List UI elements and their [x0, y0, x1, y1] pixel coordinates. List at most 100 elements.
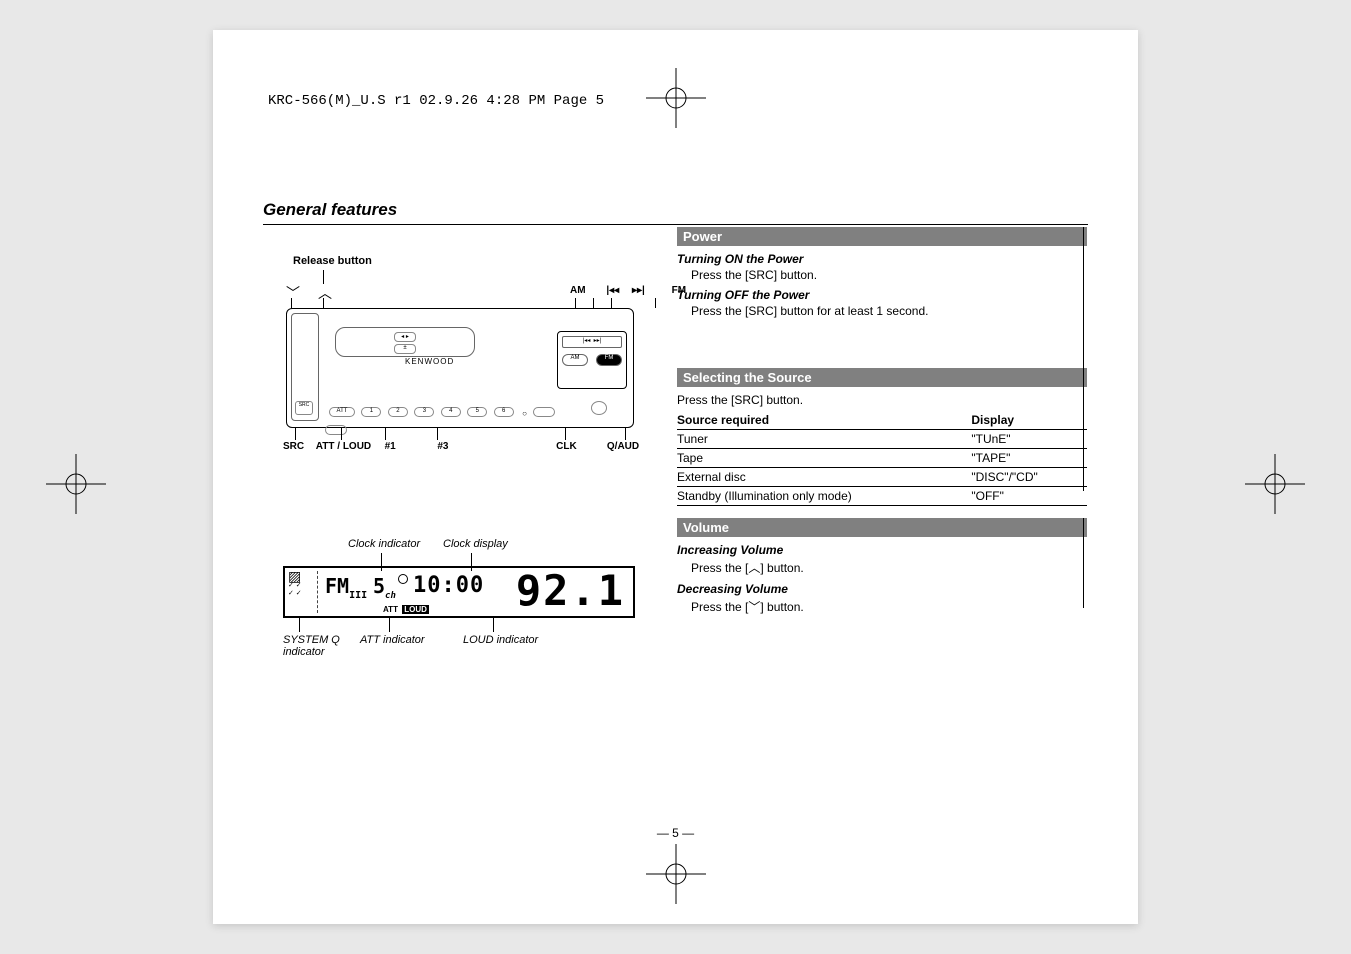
page-number: — 5 —: [657, 826, 694, 840]
source-display-cell: "TAPE": [951, 449, 1087, 468]
right-divider-2: [1083, 518, 1084, 608]
prev-track-icon: |◂◂: [606, 285, 619, 296]
loud-indicator-label: LOUD indicator: [463, 634, 538, 646]
table-row: Tuner"TUnE": [677, 430, 1087, 449]
lcd-loud-text: LOUD: [402, 605, 429, 614]
clock-display-label: Clock display: [443, 538, 508, 550]
crop-mark-top: [646, 68, 706, 128]
bottom-button-labels: SRC ATT / LOUD #1 #3 CLK Q/AUD: [283, 441, 639, 452]
section-title: General features: [263, 200, 397, 220]
power-on-subhead: Turning ON the Power: [677, 252, 1087, 266]
down-chevron-icon: ﹀: [286, 283, 300, 303]
source-name-cell: Tuner: [677, 430, 951, 449]
vol-rocker-icon: ±: [394, 344, 416, 354]
am-button: AM: [562, 354, 588, 366]
preset-4: 4: [441, 407, 461, 417]
clock-indicator-label: Clock indicator: [348, 538, 420, 550]
source-section: Selecting the Source Press the [SRC] but…: [677, 368, 1087, 506]
source-col1-head: Source required: [677, 411, 951, 430]
q-aud-label: Q/AUD: [607, 441, 639, 452]
stereo-faceplate: ◂ ▸ ± KENWOOD |◂◂ ▸▸| AM FM SRC ATT 1 2 …: [286, 308, 634, 428]
ring-icon: ○: [522, 409, 527, 418]
leader-line: [593, 298, 594, 308]
leader-line: [611, 298, 612, 308]
aux-button-2: [325, 425, 347, 435]
leader-line: [389, 618, 390, 632]
clock-icon: [398, 574, 408, 584]
leader-line: [295, 428, 296, 440]
power-heading: Power: [677, 227, 1087, 246]
leader-line: [625, 428, 626, 440]
volume-inc-body: Press the [︿] button.: [691, 559, 1087, 576]
tune-rocker-icon: ◂ ▸: [394, 332, 416, 342]
preset-5: 5: [467, 407, 487, 417]
table-row: External disc"DISC"/"CD": [677, 468, 1087, 487]
clk-label: CLK: [556, 441, 604, 452]
kenwood-logo: KENWOOD: [405, 357, 454, 366]
volume-dec-subhead: Decreasing Volume: [677, 582, 1087, 596]
right-divider: [1083, 227, 1084, 491]
systemq-indicator-label: SYSTEM Q indicator: [283, 634, 343, 658]
source-col2-head: Display: [951, 411, 1087, 430]
src-button: SRC: [295, 401, 313, 415]
leader-line: [341, 428, 342, 440]
source-intro: Press the [SRC] button.: [677, 393, 1087, 407]
lcd-att-loud-row: ATT LOUD: [383, 605, 429, 614]
att-indicator-label: ATT indicator: [360, 634, 425, 646]
leader-line: [437, 428, 438, 440]
screen-track-row: |◂◂ ▸▸|: [562, 336, 622, 348]
power-off-body: Press the [SRC] button for at least 1 se…: [691, 304, 1087, 318]
lcd-frequency-text: 92.1: [516, 566, 625, 615]
aux-button-1: [533, 407, 555, 417]
release-button-label: Release button: [293, 255, 372, 267]
print-header: KRC-566(M)_U.S r1 02.9.26 4:28 PM Page 5: [268, 93, 604, 109]
lcd-time-text: 10:00: [413, 573, 484, 598]
lcd-systemq-area: ▨ ✓ ✓ ✓ ✓: [288, 571, 318, 613]
leader-line: [385, 428, 386, 440]
table-row: Standby (Illumination only mode)"OFF": [677, 487, 1087, 506]
manual-page: KRC-566(M)_U.S r1 02.9.26 4:28 PM Page 5…: [213, 30, 1138, 924]
stereo-screen: |◂◂ ▸▸| AM FM: [557, 331, 627, 389]
section-rule: [263, 224, 1088, 225]
source-name-cell: External disc: [677, 468, 951, 487]
volume-inc-subhead: Increasing Volume: [677, 543, 1087, 557]
att-loud-label: ATT / LOUD: [316, 441, 382, 452]
up-chevron-icon: ︿: [318, 283, 332, 303]
src-label: SRC: [283, 441, 313, 452]
preset-2: 2: [388, 407, 408, 417]
leader-line: [493, 618, 494, 632]
preset-3: 3: [414, 407, 434, 417]
preset3-label: #3: [437, 441, 553, 452]
source-table: Source required Display Tuner"TUnE"Tape"…: [677, 411, 1087, 506]
power-section: Power Turning ON the Power Press the [SR…: [677, 227, 1087, 324]
leader-line: [575, 298, 576, 308]
crop-mark-left: [46, 454, 106, 514]
leader-line: [565, 428, 566, 440]
table-row: Tape"TAPE": [677, 449, 1087, 468]
crop-mark-bottom: [646, 844, 706, 904]
source-display-cell: "TUnE": [951, 430, 1087, 449]
aud-knob-icon: [591, 401, 607, 415]
lcd-att-text: ATT: [383, 605, 398, 614]
stereo-display-window: ◂ ▸ ±: [335, 327, 475, 357]
source-name-cell: Tape: [677, 449, 951, 468]
volume-dec-body: Press the [﹀] button.: [691, 598, 1087, 615]
preset-button-row: SRC ATT 1 2 3 4 5 6 ○: [325, 403, 585, 421]
source-name-cell: Standby (Illumination only mode): [677, 487, 951, 506]
lcd-display: ▨ ✓ ✓ ✓ ✓ FMIII 5ch 10:00 92.1 ATT LOUD: [283, 566, 635, 618]
fm-button: FM: [596, 354, 622, 366]
leader-line: [323, 270, 324, 284]
power-off-subhead: Turning OFF the Power: [677, 288, 1087, 302]
volume-heading: Volume: [677, 518, 1087, 537]
preset-1: 1: [361, 407, 381, 417]
att-button: ATT: [329, 407, 355, 417]
lcd-band-text: FMIII: [325, 574, 367, 601]
power-on-body: Press the [SRC] button.: [691, 268, 1087, 282]
crop-mark-right: [1245, 454, 1305, 514]
volume-section: Volume Increasing Volume Press the [︿] b…: [677, 518, 1087, 621]
leader-line: [655, 298, 656, 308]
next-track-icon: ▸▸|: [632, 285, 645, 296]
source-display-cell: "OFF": [951, 487, 1087, 506]
lcd-channel-text: 5ch: [373, 574, 396, 601]
preset-6: 6: [494, 407, 514, 417]
